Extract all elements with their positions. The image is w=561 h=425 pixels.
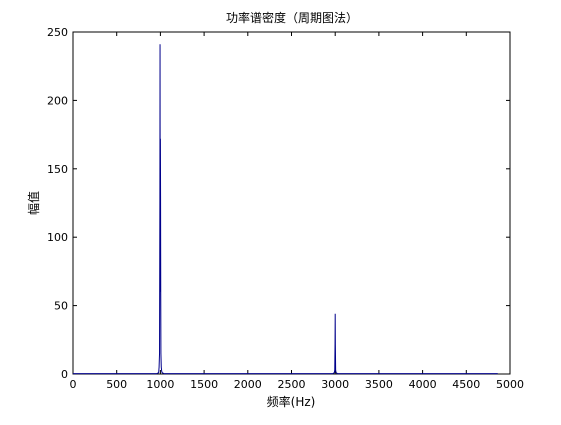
y-tick-label: 250 bbox=[47, 26, 68, 39]
x-tick-label: 3500 bbox=[365, 378, 393, 391]
axis-tick-labels: 0 500 1000 1500 2000 2500 3000 3500 4000 4500 5000… bbox=[47, 26, 524, 391]
x-tick-label: 1500 bbox=[190, 378, 218, 391]
x-tick-label: 4000 bbox=[409, 378, 437, 391]
x-tick-label: 2500 bbox=[278, 378, 306, 391]
y-tick-label: 0 bbox=[61, 368, 68, 381]
y-tick-label: 200 bbox=[47, 94, 68, 107]
y-axis-label: 幅值 bbox=[26, 191, 41, 215]
x-tick-label: 3000 bbox=[321, 378, 349, 391]
chart-title: 功率谱密度（周期图法） bbox=[226, 10, 358, 25]
y-tick-label: 50 bbox=[54, 300, 68, 313]
psd-series-line bbox=[73, 44, 498, 375]
plot-area bbox=[72, 31, 511, 375]
y-tick-label: 150 bbox=[47, 163, 68, 176]
x-tick-label: 1000 bbox=[146, 378, 174, 391]
y-tick-label: 100 bbox=[47, 231, 68, 244]
x-tick-label: 500 bbox=[106, 378, 127, 391]
x-tick-label: 0 bbox=[70, 378, 77, 391]
x-axis-label: 频率(Hz) bbox=[267, 394, 316, 409]
x-tick-label: 2000 bbox=[234, 378, 262, 391]
x-tick-label: 5000 bbox=[496, 378, 524, 391]
x-tick-label: 4500 bbox=[452, 378, 480, 391]
